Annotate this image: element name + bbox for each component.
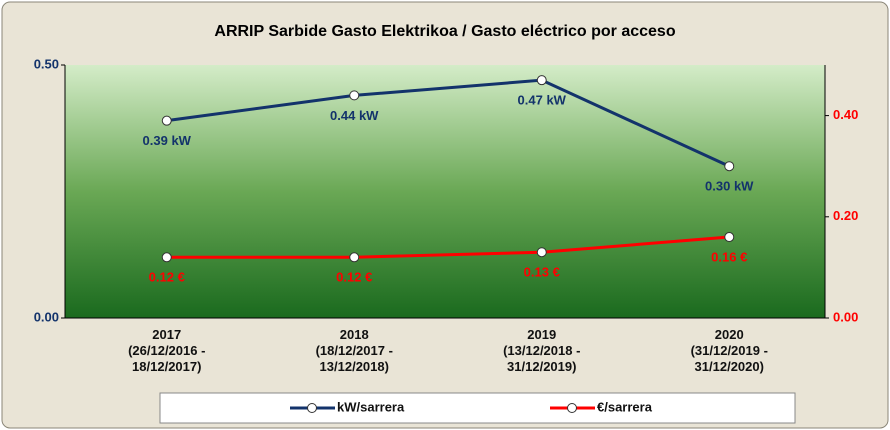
y2-tick-label: 0.20 — [833, 208, 858, 223]
series-line — [166, 235, 730, 259]
data-label: 0.16 € — [711, 249, 747, 264]
data-label: 0.12 € — [336, 270, 372, 285]
legend-marker — [567, 403, 577, 413]
x-tick-label: 2017 (26/12/2016 -18/12/2017) — [128, 327, 205, 374]
marker — [536, 247, 547, 258]
chart-title: ARRIP Sarbide Gasto Elektrikoa / Gasto e… — [214, 23, 675, 40]
marker — [536, 75, 547, 86]
x-tick-label: 2020 (31/12/2019 -31/12/2020) — [691, 327, 768, 374]
marker — [724, 232, 735, 243]
y-tick-label: 0.00 — [34, 309, 59, 324]
data-label: 0.44 kW — [330, 108, 379, 123]
y2-tick-label: 0.00 — [833, 309, 858, 324]
x-tick-label: 2018 (18/12/2017 -13/12/2018) — [316, 327, 393, 374]
legend-marker — [307, 403, 317, 413]
y-tick-label: 0.50 — [34, 56, 59, 71]
legend-label: kW/sarrera — [337, 399, 405, 414]
marker — [349, 252, 360, 263]
marker — [349, 90, 360, 101]
x-tick-label: 2019 (13/12/2018 -31/12/2019) — [503, 327, 580, 374]
series-line — [166, 78, 730, 168]
marker — [161, 115, 172, 126]
data-label: 0.47 kW — [518, 93, 567, 108]
marker — [161, 252, 172, 263]
data-label: 0.12 € — [149, 270, 185, 285]
data-label: 0.13 € — [524, 265, 560, 280]
data-label: 0.30 kW — [705, 179, 754, 194]
y2-tick-label: 0.40 — [833, 107, 858, 122]
legend-box — [159, 392, 796, 424]
plot-area — [65, 65, 825, 318]
data-label: 0.39 kW — [143, 133, 192, 148]
legend-label: €/sarrera — [597, 399, 653, 414]
marker — [724, 161, 735, 172]
